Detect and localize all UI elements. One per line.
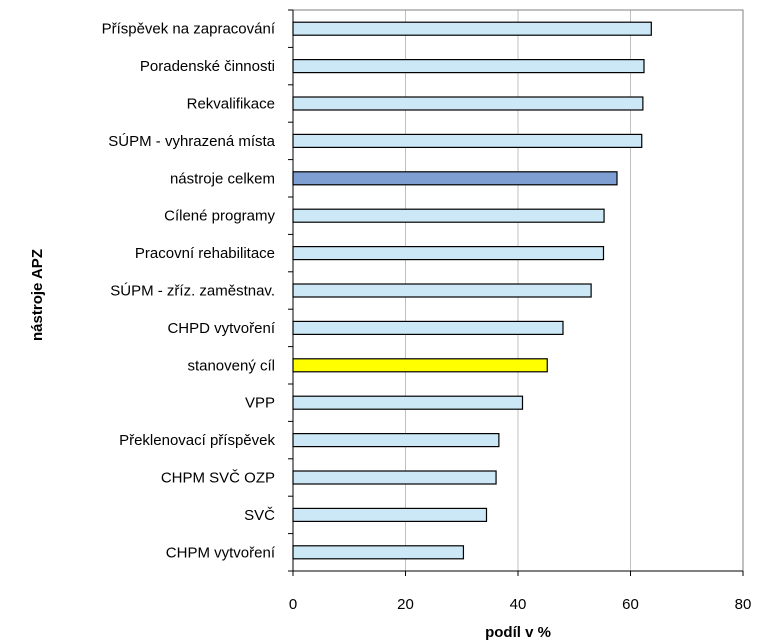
category-label: nástroje celkem xyxy=(170,170,275,187)
category-label: CHPM SVČ OZP xyxy=(161,470,275,487)
y-axis-title: nástroje APZ xyxy=(29,249,46,341)
bar xyxy=(292,133,643,148)
bar xyxy=(292,395,524,410)
bar xyxy=(292,246,605,261)
bar xyxy=(292,358,548,373)
bar xyxy=(292,470,497,485)
bar xyxy=(292,320,564,335)
y-axis-ticks xyxy=(288,9,293,572)
x-tick-label: 0 xyxy=(289,596,297,613)
category-label: VPP xyxy=(245,395,275,412)
category-label: Rekvalifikace xyxy=(187,96,275,113)
x-tick-label: 60 xyxy=(622,596,639,613)
x-tick-label: 40 xyxy=(510,596,527,613)
category-label: SÚPM - vyhrazená místa xyxy=(108,133,275,150)
category-label: CHPD vytvoření xyxy=(167,320,275,337)
x-axis-title: podíl v % xyxy=(485,624,551,641)
category-label: Pracovní rehabilitace xyxy=(135,245,275,262)
x-tick-label: 80 xyxy=(735,596,752,613)
bar xyxy=(292,283,592,298)
x-axis-ticks xyxy=(292,571,744,576)
bar xyxy=(292,21,652,36)
bar xyxy=(292,507,488,522)
category-label: Cílené programy xyxy=(164,208,275,225)
category-label: CHPM vytvoření xyxy=(166,544,276,561)
bar xyxy=(292,58,645,74)
bar xyxy=(292,96,644,111)
bar xyxy=(292,171,618,186)
bar xyxy=(292,545,465,560)
x-tick-labels: 0 20 40 60 80 xyxy=(289,596,752,613)
category-label: stanovený cíl xyxy=(187,357,275,374)
x-tick-label: 20 xyxy=(397,596,414,613)
category-label: SÚPM - zříz. zaměstnav. xyxy=(110,283,275,300)
category-label: SVČ xyxy=(244,507,275,524)
category-label: Poradenské činnosti xyxy=(140,58,275,75)
category-label: Překlenovací příspěvek xyxy=(119,432,275,449)
category-label: Příspěvek na zapracování xyxy=(102,21,276,38)
bars xyxy=(292,21,652,560)
bar xyxy=(292,433,500,448)
category-labels: Příspěvek na zapracování Poradenské činno… xyxy=(102,21,276,562)
bar xyxy=(292,208,605,223)
